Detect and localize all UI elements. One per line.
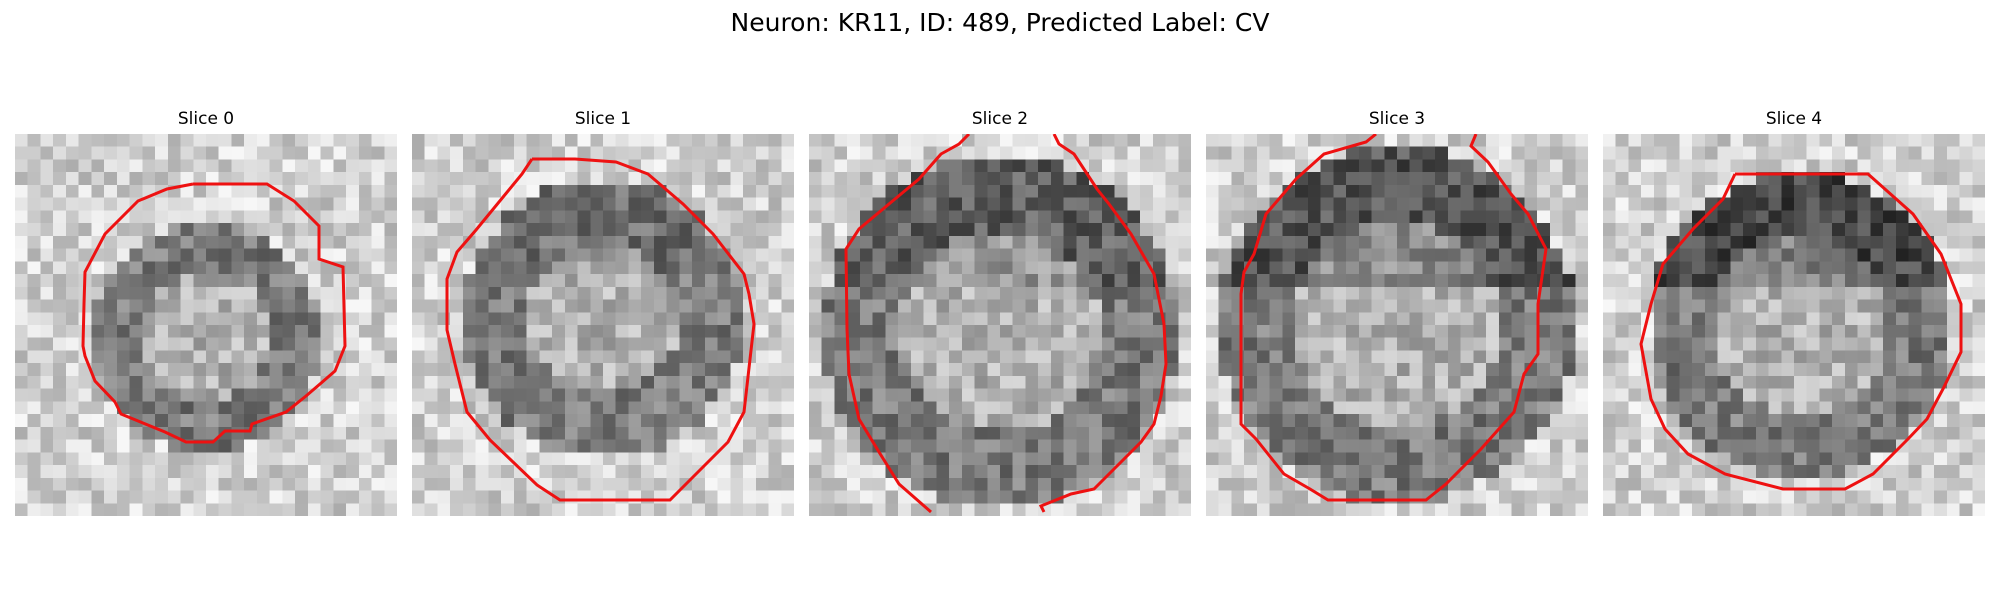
slice-0-panel <box>15 134 397 516</box>
slice-3-contour <box>1239 134 1548 502</box>
figure-title: Neuron: KR11, ID: 489, Predicted Label: … <box>730 8 1270 37</box>
slice-1-title: Slice 1 <box>574 109 632 129</box>
slice-3-image <box>1206 134 1588 516</box>
slice-1-panel <box>412 134 794 516</box>
slice-3-title: Slice 3 <box>1368 109 1426 129</box>
slice-3-panel <box>1206 134 1588 516</box>
slice-0-image <box>15 134 397 516</box>
slice-4-title: Slice 4 <box>1765 109 1823 129</box>
slice-1-image <box>412 134 794 516</box>
slice-2-contour <box>844 134 1168 514</box>
slice-2-panel <box>809 134 1191 516</box>
slice-1-contour <box>445 157 756 502</box>
slice-2-image <box>809 134 1191 516</box>
slice-0-title: Slice 0 <box>177 109 235 129</box>
slice-0-contour <box>81 182 347 444</box>
slice-2-title: Slice 2 <box>971 109 1029 129</box>
slice-4-contour <box>1639 172 1963 491</box>
slice-4-panel <box>1603 134 1985 516</box>
slice-4-image <box>1603 134 1985 516</box>
